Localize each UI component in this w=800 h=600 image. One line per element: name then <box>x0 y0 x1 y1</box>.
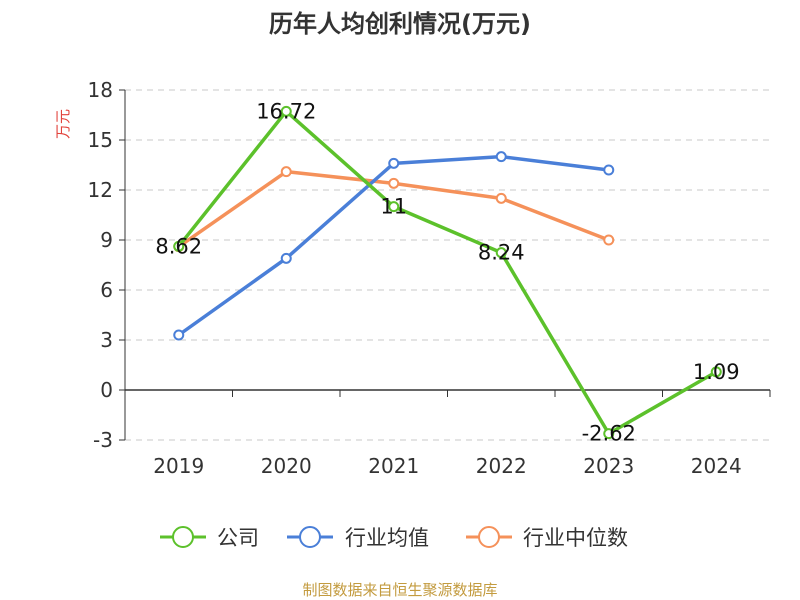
data-point <box>710 366 722 378</box>
x-tick-label: 2021 <box>368 454 419 478</box>
series-0 <box>173 105 722 440</box>
data-point <box>603 234 615 246</box>
y-tick-label: 18 <box>88 78 113 102</box>
data-point <box>388 157 400 169</box>
y-tick-label: -3 <box>93 428 113 452</box>
data-point <box>173 329 185 341</box>
legend-marker <box>299 526 321 548</box>
data-label: 16.72 <box>256 99 316 123</box>
y-tick-label: 9 <box>100 228 113 252</box>
data-point <box>495 247 507 259</box>
y-tick-label: 15 <box>88 128 113 152</box>
y-tick-label: 12 <box>88 178 113 202</box>
y-tick-label: 3 <box>100 328 113 352</box>
data-point <box>280 166 292 178</box>
legend-label: 行业均值 <box>345 526 429 550</box>
y-tick-label: 6 <box>100 278 113 302</box>
data-label-layer: 8.62 16.72 11 8.24 -2.62 1.09 <box>155 99 739 445</box>
x-tick-label: 2019 <box>153 454 204 478</box>
data-point <box>388 201 400 213</box>
legend-label: 行业中位数 <box>523 526 628 550</box>
series-line <box>177 109 718 436</box>
data-point <box>280 105 292 117</box>
data-label: 11 <box>380 195 407 219</box>
series-layer <box>173 105 722 440</box>
data-label: 8.24 <box>478 241 525 265</box>
data-point <box>495 151 507 163</box>
x-tick-label: 2020 <box>261 454 312 478</box>
y-tick-label: 0 <box>100 378 113 402</box>
grid-layer <box>125 89 770 441</box>
legend-item: 公司 <box>160 526 259 550</box>
source-note: 制图数据来自恒生聚源数据库 <box>302 581 497 599</box>
legend-marker <box>172 526 194 548</box>
legend: 公司 行业均值 行业中位数 <box>160 526 628 550</box>
data-point <box>603 164 615 176</box>
legend-item: 行业均值 <box>287 526 429 550</box>
chart-title: 历年人均创利情况(万元) <box>269 10 531 38</box>
data-point <box>495 192 507 204</box>
legend-label: 公司 <box>217 526 259 550</box>
y-axis-label: 万元 <box>54 109 72 139</box>
data-point <box>388 177 400 189</box>
data-point <box>173 240 185 252</box>
legend-item: 行业中位数 <box>466 526 628 550</box>
legend-marker <box>478 526 500 548</box>
data-label: 1.09 <box>693 360 740 384</box>
series-1 <box>173 151 615 341</box>
data-point <box>603 428 615 440</box>
x-tick-label: 2023 <box>583 454 634 478</box>
data-label: -2.62 <box>582 422 636 446</box>
data-point <box>280 252 292 264</box>
axis-layer: 18 15 12 9 6 3 0 -3 2019 2020 2021 2022 2023 2024 <box>88 78 771 478</box>
data-label: 8.62 <box>155 234 202 258</box>
x-tick-label: 2022 <box>476 454 527 478</box>
x-tick-label: 2024 <box>691 454 742 478</box>
